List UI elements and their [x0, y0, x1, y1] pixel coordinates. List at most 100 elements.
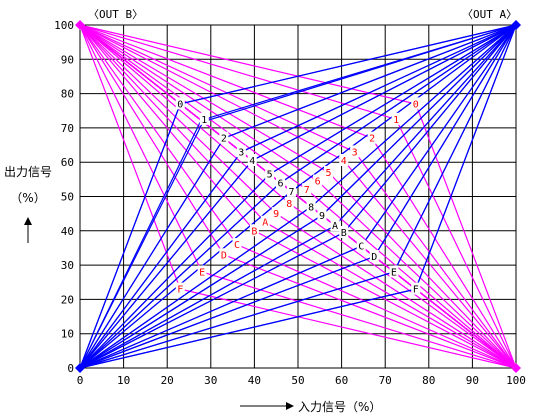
y-axis-label: 出力信号	[4, 165, 52, 179]
out-a-label-4-bg	[247, 153, 257, 166]
out-a-label-14-bg	[389, 265, 399, 278]
out-b-label-8: 8	[286, 199, 292, 210]
out-b-label-14: E	[199, 267, 205, 278]
out-a-label-10-bg	[330, 219, 340, 232]
out-a-label-7-bg	[286, 184, 296, 197]
x-tick-label-4: 40	[248, 374, 261, 387]
out-a-label-0-bg	[175, 97, 185, 110]
x-tick-label-5: 50	[291, 374, 304, 387]
out-a-label-4: 4	[249, 156, 255, 167]
out-a-label: 〈OUT A〉	[462, 8, 517, 21]
out-a-label-5: 5	[267, 170, 273, 181]
out-a-label-2: 2	[221, 134, 227, 145]
out-b-label-3-bg	[350, 145, 360, 158]
y-tick-label-6: 60	[61, 156, 74, 169]
x-tick-label-8: 80	[422, 374, 435, 387]
out-b-label-2-bg	[367, 131, 377, 144]
out-b-label-0-bg	[411, 97, 421, 110]
x-tick-label-6: 60	[335, 374, 348, 387]
x-tick-label-0: 0	[77, 374, 84, 387]
x-tick-label-1: 10	[117, 374, 130, 387]
x-tick-label-3: 30	[204, 374, 217, 387]
out-a-label-8: 8	[308, 202, 314, 213]
out-a-label-1: 1	[201, 115, 207, 126]
out-b-label-3: 3	[352, 147, 358, 158]
out-b-label-15-bg	[175, 282, 185, 295]
out-a-label-7: 7	[288, 187, 294, 198]
y-axis-unit: （%）	[10, 191, 45, 205]
out-a-label-12: C	[358, 242, 364, 253]
x-tick-label-10: 100	[506, 374, 526, 387]
out-a-label-15-bg	[411, 282, 421, 295]
out-a-label-2-bg	[219, 131, 229, 144]
out-b-label-2: 2	[369, 134, 375, 145]
out-b-label-10-bg	[260, 215, 270, 228]
out-b-label-5: 5	[326, 168, 332, 179]
y-tick-label-2: 20	[61, 293, 74, 306]
out-b-label-15: F	[177, 285, 183, 296]
out-b-label-9: 9	[273, 209, 279, 220]
out-b-label: 〈OUT B〉	[88, 8, 143, 21]
corner-marker-0	[75, 363, 85, 373]
y-tick-label-8: 80	[61, 88, 74, 101]
out-a-label-15: F	[413, 285, 419, 296]
out-a-label-14: E	[391, 267, 397, 278]
out-b-label-5-bg	[324, 165, 334, 178]
out-b-label-1-bg	[391, 112, 401, 125]
out-b-label-7: 7	[304, 185, 310, 196]
out-a-label-6: 6	[278, 178, 284, 189]
out-b-label-12: C	[234, 240, 240, 251]
corner-marker-2	[75, 20, 85, 30]
out-a-label-12-bg	[356, 239, 366, 252]
out-a-label-8-bg	[306, 200, 316, 213]
out-b-label-0: 0	[413, 99, 419, 110]
out-b-label-10: A	[262, 218, 268, 229]
out-a-label-11: B	[341, 228, 347, 239]
out-a-label-5-bg	[265, 167, 275, 180]
out-b-label-11-bg	[249, 224, 259, 237]
x-axis-label: 入力信号（%）	[298, 400, 381, 414]
y-tick-label-9: 90	[61, 53, 74, 66]
out-a-label-13-bg	[369, 250, 379, 263]
x-tick-label-7: 70	[379, 374, 392, 387]
out-b-label-1: 1	[393, 115, 399, 126]
out-a-label-9: 9	[319, 211, 325, 222]
y-tick-label-5: 50	[61, 191, 74, 204]
out-a-label-11-bg	[339, 226, 349, 239]
x-tick-label-2: 20	[161, 374, 174, 387]
out-a-label-6-bg	[276, 176, 286, 189]
corner-marker-1	[511, 20, 521, 30]
out-a-label-1-bg	[199, 112, 209, 125]
out-b-label-4: 4	[341, 156, 347, 167]
out-a-label-9-bg	[317, 208, 327, 221]
y-tick-label-3: 30	[61, 259, 74, 272]
y-tick-label-0: 0	[67, 362, 74, 375]
out-b-label-4-bg	[339, 153, 349, 166]
tick-labels: 0 10 20 30 40 50 60 70 80 90 100010203040506070809…	[54, 19, 526, 387]
y-axis-arrow	[24, 217, 32, 243]
out-b-label-7-bg	[302, 183, 312, 196]
out-b-label-8-bg	[284, 196, 294, 209]
out-a-label-3-bg	[236, 145, 246, 158]
x-tick-label-9: 90	[466, 374, 479, 387]
out-a-label-3: 3	[238, 147, 244, 158]
y-tick-label-1: 10	[61, 328, 74, 341]
out-a-label-13: D	[371, 252, 377, 263]
y-tick-label-4: 40	[61, 225, 74, 238]
x-axis-arrow	[240, 402, 294, 410]
y-tick-label-7: 70	[61, 122, 74, 135]
out-b-label-9-bg	[271, 207, 281, 220]
out-a-label-0: 0	[177, 99, 183, 110]
corner-marker-3	[511, 363, 521, 373]
out-b-label-12-bg	[232, 238, 242, 251]
out-a-label-10: A	[332, 221, 338, 232]
out-b-label-14-bg	[197, 265, 207, 278]
out-b-label-6-bg	[313, 174, 323, 187]
out-b-label-13-bg	[219, 248, 229, 261]
out-b-label-13: D	[221, 250, 227, 261]
out-b-label-11: B	[251, 226, 257, 237]
out-b-label-6: 6	[315, 177, 321, 188]
y-tick-label-10: 100	[54, 19, 74, 32]
